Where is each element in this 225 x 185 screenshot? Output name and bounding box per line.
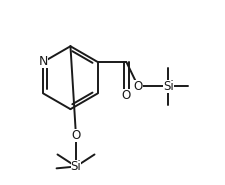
Text: O: O <box>133 80 142 92</box>
Text: O: O <box>121 89 130 102</box>
Text: Si: Si <box>162 80 173 92</box>
Text: Si: Si <box>70 160 81 173</box>
Text: N: N <box>38 56 48 68</box>
Text: O: O <box>71 130 80 142</box>
